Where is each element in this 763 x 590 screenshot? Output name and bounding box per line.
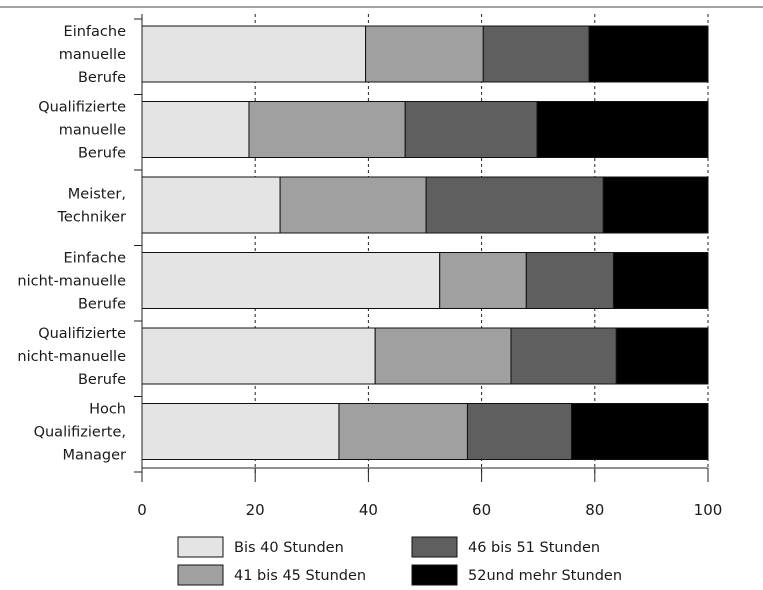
bar-segment-3-2 [279,176,427,234]
category-label: manuelle [59,47,126,63]
legend-label-1: Bis 40 Stunden [234,540,344,556]
x-tick-label: 20 [246,501,265,519]
x-tick-label: 80 [585,501,604,519]
legend-label-3: 46 bis 51 Stunden [468,540,600,556]
x-tick-label: 40 [359,501,378,519]
category-label: Hoch [89,402,126,418]
category-label: Qualifizierte, [34,425,126,441]
legend-swatch-1 [177,536,224,558]
category-label: Techniker [57,210,126,226]
bar-segment-2-4 [536,101,709,158]
bar-segment-5-4 [615,327,709,385]
x-tick-label: 0 [137,501,147,519]
x-tick-label: 100 [694,501,723,519]
axes [134,14,709,482]
bar-segment-6-1 [141,403,340,460]
bar-segment-1-2 [365,25,484,83]
bar-segment-2-2 [248,101,406,158]
legend-swatch-3 [411,536,458,558]
bar-segment-2-3 [404,101,538,158]
x-tick-labels: 0 20 40 60 80 100 [137,501,722,519]
bar-segment-3-1 [141,176,281,234]
category-label: Einfache [64,251,127,267]
bar-segment-3-4 [602,176,709,234]
bar-segment-5-2 [374,327,512,385]
category-label: Berufe [78,297,126,313]
category-label: Berufe [78,372,126,388]
legend-label-2: 41 bis 45 Stunden [234,568,366,584]
bar-segment-4-1 [141,252,441,309]
bar-segment-1-3 [482,25,590,83]
category-label: nicht-manuelle [17,349,126,365]
category-label: manuelle [59,123,126,139]
category-labels: Einfache manuelle Berufe Qualifizierte manue… [17,24,126,464]
bar-segment-1-1 [141,25,367,83]
category-label: Qualifizierte [38,326,126,342]
bar-segment-2-1 [141,101,250,158]
grid-lines [254,14,709,476]
bars [141,25,709,460]
bar-segment-6-2 [338,403,468,460]
legend: Bis 40 Stunden 41 bis 45 Stunden 46 bis 51… [177,536,622,586]
bar-segment-6-3 [466,403,573,460]
category-label: Manager [62,448,126,464]
category-label: Berufe [78,146,126,162]
legend-swatch-4 [411,564,458,586]
bar-segment-4-3 [525,252,614,309]
legend-label-4: 52und mehr Stunden [468,568,622,584]
category-label: Qualifizierte [38,100,126,116]
category-label: Meister, [68,187,126,203]
bar-segment-1-4 [588,25,709,83]
bar-segment-6-4 [571,403,709,460]
legend-swatch-2 [177,564,224,586]
bar-segment-4-4 [612,252,709,309]
category-label: nicht-manuelle [17,274,126,290]
bar-segment-5-3 [510,327,617,385]
bar-segment-4-2 [439,252,527,309]
category-label: Berufe [78,70,126,86]
x-tick-label: 60 [472,501,491,519]
bar-segment-5-1 [141,327,376,385]
category-label: Einfache [64,24,127,40]
bar-segment-3-3 [425,176,604,234]
